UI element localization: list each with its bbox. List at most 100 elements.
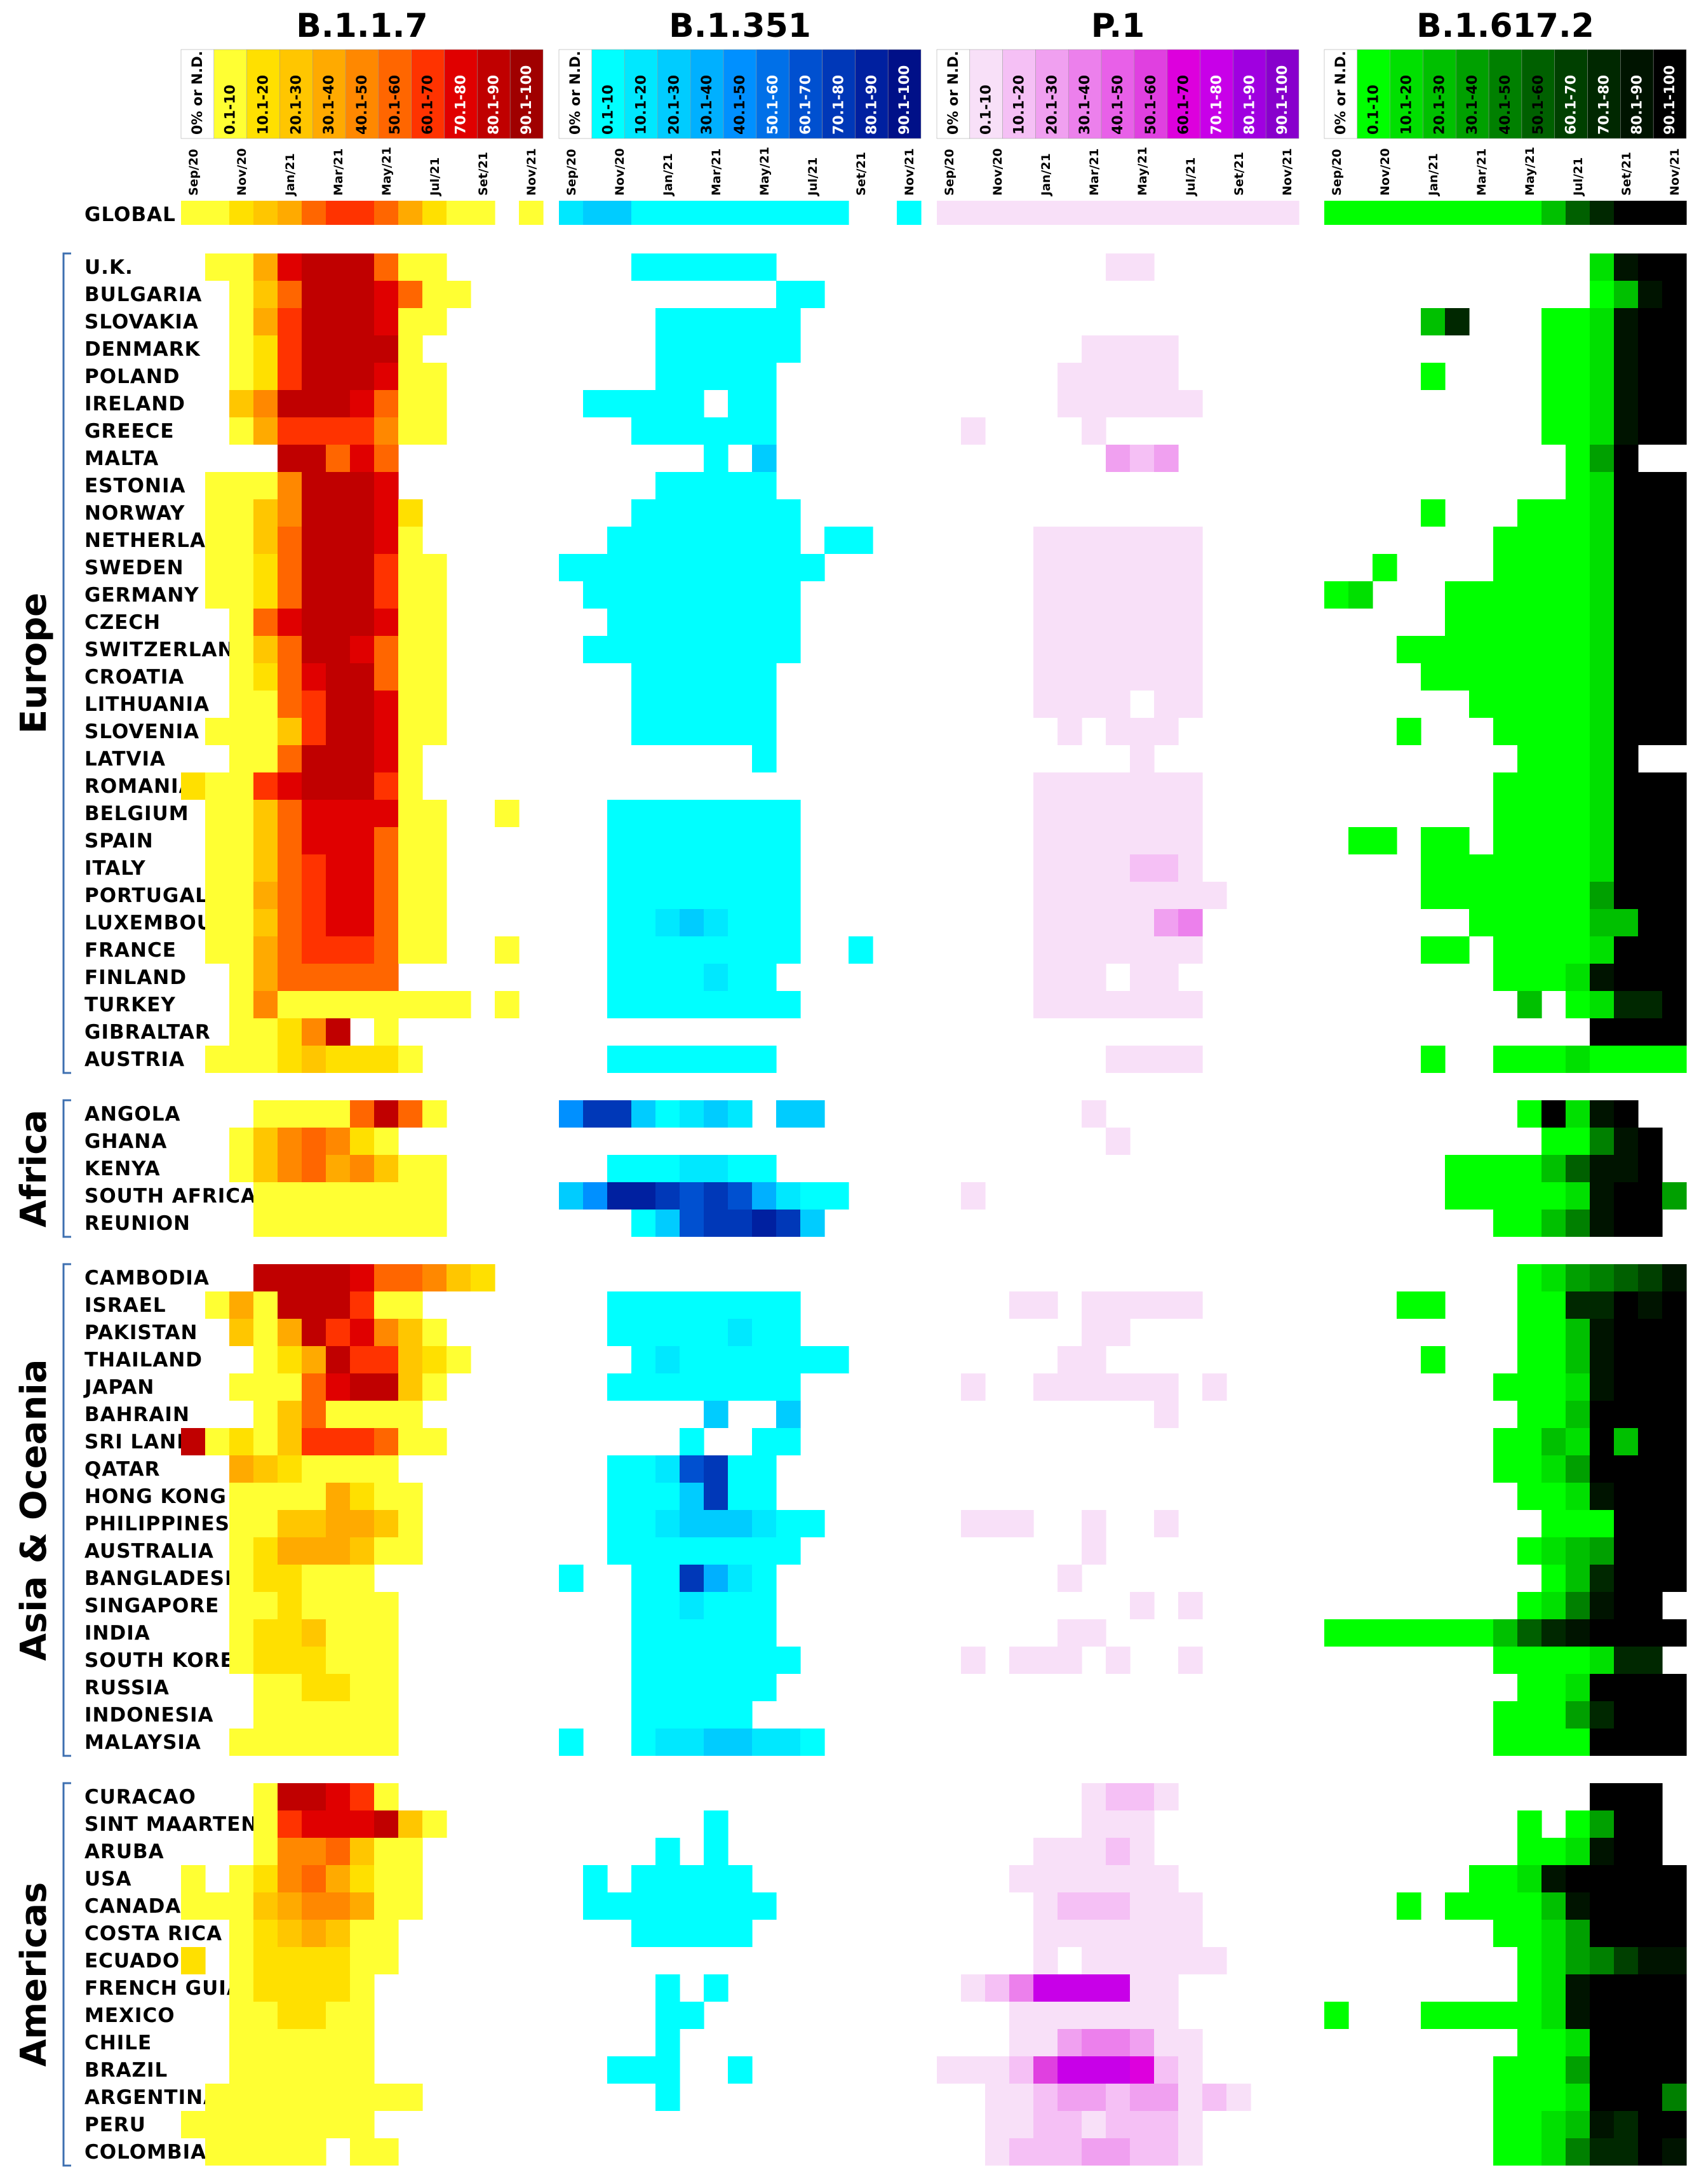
cell-pakistan-b-1-351-5: [680, 1319, 704, 1346]
cell-brazil-b-1-617-2-8: [1517, 2056, 1542, 2084]
cell-bangladesh-b-1-617-2-11: [1590, 1565, 1615, 1592]
cell-kenya-b-1-351-3: [631, 1155, 656, 1182]
cell-italy-b-1-617-2-7: [1493, 854, 1518, 882]
cell-gibraltar-b-1-617-2-11: [1590, 1018, 1615, 1046]
cell-turkey-p-1-7: [1106, 991, 1131, 1018]
cell-slovenia-b-1-1-7-7: [350, 718, 375, 745]
cell-luxembourg-b-1-1-7-1: [205, 909, 230, 936]
cell-brazil-p-1-7: [1106, 2056, 1131, 2084]
cell-belgium-b-1-351-9: [776, 800, 801, 827]
cell-denmark-b-1-617-2-13: [1638, 335, 1663, 363]
cell-sri-lanka-b-1-1-7-6: [326, 1428, 351, 1455]
cell-poland-b-1-1-7-10: [422, 363, 447, 390]
cell-netherlands-b-1-1-7-7: [350, 527, 375, 554]
cell-singapore-b-1-1-7-8: [374, 1592, 399, 1619]
cell-lithuania-b-1-1-7-6: [326, 691, 351, 718]
cell-pakistan-b-1-1-7-4: [278, 1319, 302, 1346]
cell-romania-b-1-1-7-3: [253, 772, 278, 800]
cell-czech-p-1-7: [1106, 609, 1131, 636]
cell-peru-p-1-6: [1082, 2111, 1106, 2138]
cell-usa-b-1-351-3: [631, 1865, 656, 1892]
cell-spain-b-1-351-2: [607, 827, 632, 854]
cell-sint-maarten-b-1-617-2-13: [1638, 1810, 1663, 1838]
cell-italy-p-1-4: [1033, 854, 1058, 882]
cell-netherlands-p-1-10: [1178, 527, 1203, 554]
cell-malaysia-b-1-617-2-13: [1638, 1729, 1663, 1756]
cell-spain-b-1-617-2-10: [1566, 827, 1590, 854]
cell-lithuania-b-1-617-2-9: [1541, 691, 1566, 718]
cell-ghana-b-1-617-2-13: [1638, 1128, 1663, 1155]
cell-pakistan-b-1-351-9: [776, 1319, 801, 1346]
cell-sweden-b-1-351-4: [655, 554, 680, 581]
row-label-bulgaria: BULGARIA: [84, 283, 202, 306]
cell-portugal-b-1-1-7-8: [374, 882, 399, 909]
cell-bangladesh-p-1-5: [1058, 1565, 1082, 1592]
cell-bangladesh-b-1-617-2-14: [1662, 1565, 1687, 1592]
cell-peru-b-1-617-2-14: [1662, 2111, 1687, 2138]
cell-belgium-b-1-1-7-2: [229, 800, 254, 827]
cell-czech-b-1-351-8: [752, 609, 777, 636]
cell-canada-b-1-351-2: [607, 1892, 632, 1920]
cell-india-b-1-617-2-0: [1324, 1619, 1349, 1647]
cell-singapore-b-1-617-2-9: [1541, 1592, 1566, 1619]
cell-cambodia-b-1-617-2-14: [1662, 1264, 1687, 1291]
cell-turkey-b-1-351-7: [728, 991, 753, 1018]
cell-singapore-b-1-351-8: [752, 1592, 777, 1619]
cell-bangladesh-b-1-1-7-7: [350, 1565, 375, 1592]
cell-costa-rica-b-1-1-7-8: [374, 1920, 399, 1947]
cell-brazil-b-1-1-7-3: [253, 2056, 278, 2084]
cell-norway-b-1-617-2-14: [1662, 499, 1687, 527]
cell-sri-lanka-b-1-1-7-1: [205, 1428, 230, 1455]
scale-label-p-1-0: 0% or N.D.: [946, 51, 962, 135]
cell-canada-b-1-1-7-2: [229, 1892, 254, 1920]
cell-ecuador-b-1-1-7-2: [229, 1947, 254, 1974]
cell-france-b-1-1-7-10: [422, 936, 447, 964]
cell-sweden-p-1-5: [1058, 554, 1082, 581]
cell-global-b-1-1-7-0: [181, 201, 206, 225]
cell-kenya-b-1-351-8: [752, 1155, 777, 1182]
cell-italy-b-1-351-7: [728, 854, 753, 882]
cell-reunion-b-1-1-7-9: [398, 1210, 423, 1237]
cell-chile-b-1-1-7-2: [229, 2029, 254, 2056]
cell-global-p-1-0: [937, 201, 962, 225]
cell-bulgaria-b-1-617-2-14: [1662, 281, 1687, 308]
cell-estonia-b-1-617-2-12: [1614, 472, 1639, 499]
cell-germany-b-1-617-2-9: [1541, 581, 1566, 609]
row-label-greece: GREECE: [84, 420, 175, 443]
cell-czech-b-1-1-7-5: [302, 609, 326, 636]
row-label-mexico: MEXICO: [84, 2004, 175, 2027]
cell-pakistan-b-1-617-2-8: [1517, 1319, 1542, 1346]
cell-sint-maarten-b-1-1-7-6: [326, 1810, 351, 1838]
cell-norway-b-1-351-3: [631, 499, 656, 527]
cell-lithuania-b-1-1-7-8: [374, 691, 399, 718]
cell-switzerland-b-1-617-2-6: [1469, 636, 1494, 663]
cell-bahrain-b-1-617-2-14: [1662, 1401, 1687, 1428]
cell-singapore-b-1-1-7-2: [229, 1592, 254, 1619]
cell-malaysia-b-1-1-7-3: [253, 1729, 278, 1756]
cell-aruba-p-1-7: [1106, 1838, 1131, 1865]
cell-malaysia-b-1-1-7-2: [229, 1729, 254, 1756]
cell-france-b-1-351-4: [655, 936, 680, 964]
cell-russia-b-1-617-2-8: [1517, 1674, 1542, 1701]
cell-australia-b-1-617-2-11: [1590, 1537, 1615, 1565]
cell-croatia-b-1-617-2-7: [1493, 663, 1518, 691]
cell-french-guiana-b-1-617-2-9: [1541, 1974, 1566, 2002]
cell-spain-p-1-10: [1178, 827, 1203, 854]
cell-croatia-p-1-8: [1130, 663, 1155, 691]
cell-sint-maarten-b-1-1-7-3: [253, 1810, 278, 1838]
cell-turkey-b-1-351-6: [704, 991, 729, 1018]
cell-belgium-p-1-4: [1033, 800, 1058, 827]
cell-italy-b-1-351-4: [655, 854, 680, 882]
cell-slovenia-p-1-8: [1130, 718, 1155, 745]
cell-france-p-1-10: [1178, 936, 1203, 964]
cell-india-b-1-1-7-7: [350, 1619, 375, 1647]
cell-usa-b-1-1-7-2: [229, 1865, 254, 1892]
row-label-canada: CANADA: [84, 1895, 181, 1918]
cell-portugal-b-1-351-7: [728, 882, 753, 909]
cell-brazil-p-1-9: [1154, 2056, 1179, 2084]
cell-finland-b-1-617-2-12: [1614, 964, 1639, 991]
cell-peru-b-1-617-2-11: [1590, 2111, 1615, 2138]
cell-angola-b-1-1-7-10: [422, 1100, 447, 1128]
cell-finland-b-1-351-3: [631, 964, 656, 991]
